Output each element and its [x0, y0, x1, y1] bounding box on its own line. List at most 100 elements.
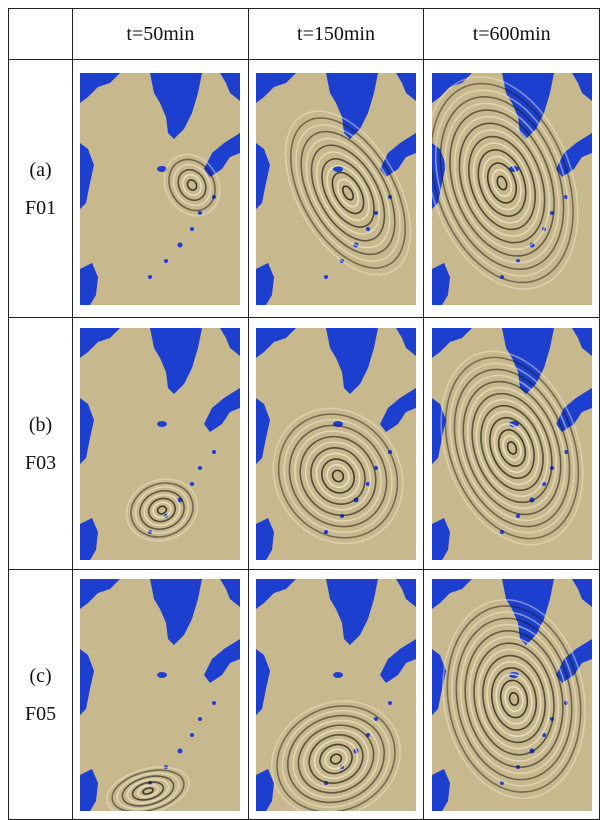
wave-field — [163, 153, 221, 216]
wave-front — [152, 501, 172, 518]
wave-front — [502, 434, 522, 461]
map-cell — [72, 59, 249, 318]
map-base — [80, 73, 240, 305]
wave-front — [457, 374, 566, 521]
wave-front — [299, 435, 377, 516]
wave-front — [508, 691, 519, 706]
wave-front — [446, 604, 582, 793]
wave-field — [272, 407, 404, 544]
figure-table: t=50min t=150min t=600min (a) F01 (b) F03 … — [7, 8, 600, 820]
row-label: (c) F05 — [7, 569, 74, 820]
wave-front — [497, 428, 526, 467]
wave-front — [475, 398, 548, 497]
wave-front — [439, 95, 565, 270]
wave-front — [295, 123, 401, 262]
wave-field — [106, 765, 191, 811]
wave-front — [297, 723, 375, 794]
wave-front — [272, 407, 404, 544]
case-code: F05 — [24, 702, 57, 725]
wave-front — [308, 733, 364, 784]
wave-front — [276, 704, 396, 811]
wave-front — [130, 481, 195, 538]
wave-front — [481, 654, 546, 743]
wave-front — [288, 424, 388, 527]
wave-front — [321, 157, 375, 228]
simulation-map — [80, 73, 240, 305]
wave-field — [431, 75, 579, 290]
wave-front — [467, 135, 536, 230]
case-letter: (a) — [29, 158, 52, 181]
wave-front — [491, 168, 512, 197]
case-letter: (c) — [29, 664, 52, 687]
wave-front — [281, 709, 391, 808]
map-cell — [247, 59, 425, 318]
wave-front — [286, 714, 386, 803]
wave-front — [292, 719, 380, 798]
simulation-map — [80, 328, 240, 560]
wave-front — [127, 777, 170, 804]
wave-front — [462, 128, 541, 237]
wave-front — [126, 477, 199, 542]
wave-front — [471, 392, 553, 503]
wave-front — [142, 786, 155, 795]
header-cell: t=150min — [247, 8, 425, 60]
wave-front — [431, 75, 579, 290]
wave-front — [182, 173, 203, 196]
wave-front — [503, 685, 524, 712]
wave-front — [294, 429, 382, 522]
wave-front — [448, 362, 575, 533]
wave-front — [444, 356, 579, 539]
wave-front — [310, 143, 386, 242]
simulation-map — [432, 328, 592, 560]
case-code: F03 — [24, 451, 57, 474]
wave-front — [329, 752, 343, 765]
case-letter: (b) — [28, 413, 53, 436]
wave-front — [331, 469, 345, 482]
wave-front — [163, 153, 221, 216]
wave-front — [173, 163, 212, 206]
wave-front — [139, 489, 186, 530]
wave-front — [283, 418, 393, 533]
wave-front — [455, 617, 573, 780]
wave-field — [440, 350, 584, 545]
wave-front — [315, 150, 381, 235]
wave-front — [453, 368, 571, 527]
row: (c) F05 — [7, 569, 600, 820]
wave-front — [458, 122, 546, 243]
wave-front — [450, 610, 577, 787]
corner-cell — [7, 8, 74, 60]
wave-field — [441, 598, 586, 799]
row-label: (a) F01 — [7, 59, 74, 318]
wave-front — [479, 404, 544, 491]
wave-front — [116, 771, 180, 810]
wave-front — [157, 504, 168, 515]
wave-front — [305, 137, 391, 248]
header-cell: t=50min — [72, 8, 249, 60]
row-label: (b) F03 — [7, 317, 74, 570]
wave-front — [496, 175, 508, 190]
wave-front — [499, 679, 528, 718]
wave-front — [186, 178, 198, 191]
wave-front — [270, 699, 402, 811]
wave-front — [495, 672, 533, 725]
wave-field — [126, 477, 199, 542]
wave-front — [448, 108, 555, 257]
map-cell — [72, 569, 249, 820]
map-base — [256, 579, 416, 811]
wave-front — [321, 457, 355, 494]
wave-front — [135, 485, 190, 534]
wave-field — [270, 699, 402, 811]
wave-front — [277, 412, 399, 539]
row: (a) F01 — [7, 59, 600, 318]
wave-front — [434, 88, 569, 277]
map-cell — [423, 569, 600, 820]
wave-front — [148, 497, 177, 522]
simulation-map — [256, 328, 416, 560]
wave-front — [111, 768, 186, 811]
wave-front — [472, 141, 531, 224]
wave-front — [132, 780, 165, 801]
wave-front — [137, 783, 160, 798]
simulation-map — [431, 73, 592, 305]
wave-front — [324, 748, 348, 769]
